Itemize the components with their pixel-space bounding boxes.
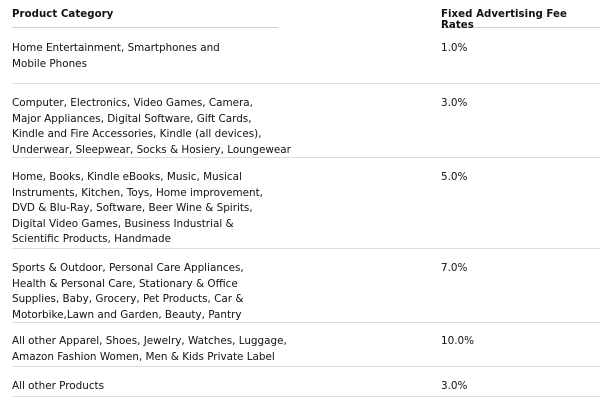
category-line: Supplies, Baby, Grocery, Pet Products, C… [12,293,244,305]
category-cell: All other Apparel, Shoes, Jewelry, Watch… [12,334,392,365]
category-line: Computer, Electronics, Video Games, Came… [12,97,253,109]
category-line: Major Appliances, Digital Software, Gift… [12,112,252,125]
category-line: Mobile Phones [12,57,87,70]
category-cell: Sports & Outdoor, Personal Care Applianc… [12,261,392,323]
table-header-row: Product Category Fixed Advertising Fee R… [0,0,600,31]
category-line: Motorbike,Lawn and Garden, Beauty, Pantr… [12,308,242,321]
fee-rate-table: Product Category Fixed Advertising Fee R… [0,0,600,397]
column-header-fee-rate: Fixed Advertising Fee Rates [441,9,600,31]
category-line: Scientific Products, Handmade [12,233,172,245]
rate-cell: 10.0% [441,335,475,347]
table-row: All other Products 3.0% [0,367,600,397]
rate-cell: 1.0% [441,42,468,54]
row-divider [12,157,600,158]
category-cell: All other Products [12,379,392,395]
row-divider [12,248,600,249]
category-line: Instruments, Kitchen, Toys, Home improve… [12,186,263,199]
category-cell: Home, Books, Kindle eBooks, Music, Music… [12,170,392,248]
table-row: Home, Books, Kindle eBooks, Music, Music… [0,158,600,249]
category-line: Home Entertainment, Smartphones and [12,42,220,54]
category-line: Amazon Fashion Women, Men & Kids Private… [12,350,275,363]
category-line: DVD & Blu-Ray, Software, Beer Wine & Spi… [12,202,253,214]
row-divider [12,396,600,397]
row-divider [12,366,600,367]
category-line: Home, Books, Kindle eBooks, Music, Music… [12,171,242,183]
table-row: Sports & Outdoor, Personal Care Applianc… [0,249,600,323]
row-divider [12,322,600,323]
table-row: All other Apparel, Shoes, Jewelry, Watch… [0,323,600,367]
table-row: Computer, Electronics, Video Games, Came… [0,84,600,158]
category-line: Health & Personal Care, Stationary & Off… [12,277,238,290]
rate-cell: 7.0% [441,262,468,274]
category-line: All other Products [12,380,105,392]
column-header-product-category: Product Category [12,9,278,28]
row-divider [12,83,600,84]
category-cell: Home Entertainment, Smartphones and Mobi… [12,41,392,72]
category-line: Sports & Outdoor, Personal Care Applianc… [12,262,244,274]
category-line: Kindle and Fire Accessories, Kindle (all… [12,128,262,140]
rate-cell: 3.0% [441,97,468,109]
table-row: Home Entertainment, Smartphones and Mobi… [0,27,600,84]
category-cell: Computer, Electronics, Video Games, Came… [12,96,392,158]
category-line: Underwear, Sleepwear, Socks & Hosiery, L… [12,143,291,156]
category-line: All other Apparel, Shoes, Jewelry, Watch… [12,335,287,347]
rate-cell: 3.0% [441,380,468,392]
category-line: Digital Video Games, Business Industrial… [12,217,234,230]
rate-cell: 5.0% [441,171,468,183]
